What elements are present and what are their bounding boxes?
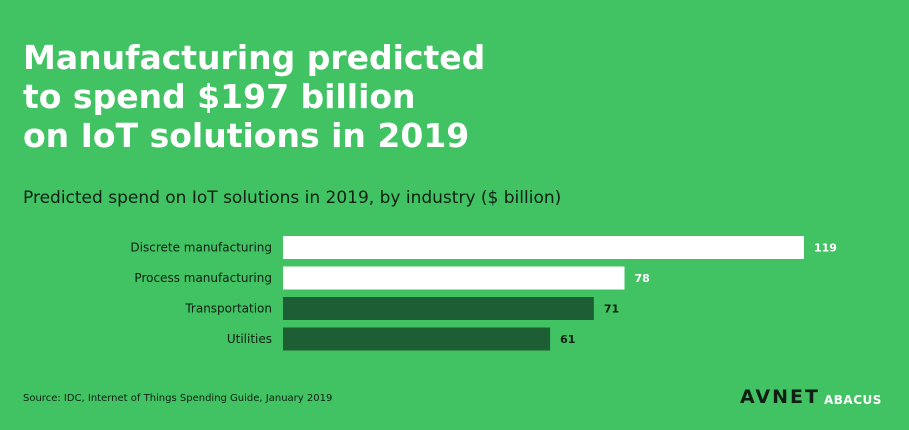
logo-sub-text: ABACUS xyxy=(823,393,882,407)
bar-process-manufacturing xyxy=(283,266,625,290)
category-label-process-manufacturing: Process manufacturing xyxy=(134,271,272,285)
chart-subtitle: Predicted spend on IoT solutions in 2019… xyxy=(23,188,562,208)
source-note: Source: IDC, Internet of Things Spending… xyxy=(23,393,333,404)
category-label-transportation: Transportation xyxy=(184,302,272,316)
headline: Manufacturing predicted to spend $197 bi… xyxy=(23,38,583,155)
headline-line-2: to spend $197 billion xyxy=(23,77,416,116)
headline-line-3: on IoT solutions in 2019 xyxy=(23,116,470,155)
value-label-discrete-manufacturing: 119 xyxy=(814,242,837,255)
headline-line-1: Manufacturing predicted xyxy=(23,38,486,77)
value-label-utilities: 61 xyxy=(560,333,575,346)
bar-transportation xyxy=(283,297,594,320)
bar-discrete-manufacturing xyxy=(283,236,804,259)
value-label-process-manufacturing: 78 xyxy=(634,272,649,285)
category-label-utilities: Utilities xyxy=(227,332,272,346)
value-label-transportation: 71 xyxy=(604,303,619,316)
avnet-abacus-logo: AVNET ABACUS xyxy=(740,384,882,408)
bar-chart: Discrete manufacturing 119 Process manufac… xyxy=(130,236,837,351)
logo-main-text: AVNET xyxy=(740,386,820,408)
category-label-discrete-manufacturing: Discrete manufacturing xyxy=(130,241,272,255)
bar-utilities xyxy=(283,327,551,351)
